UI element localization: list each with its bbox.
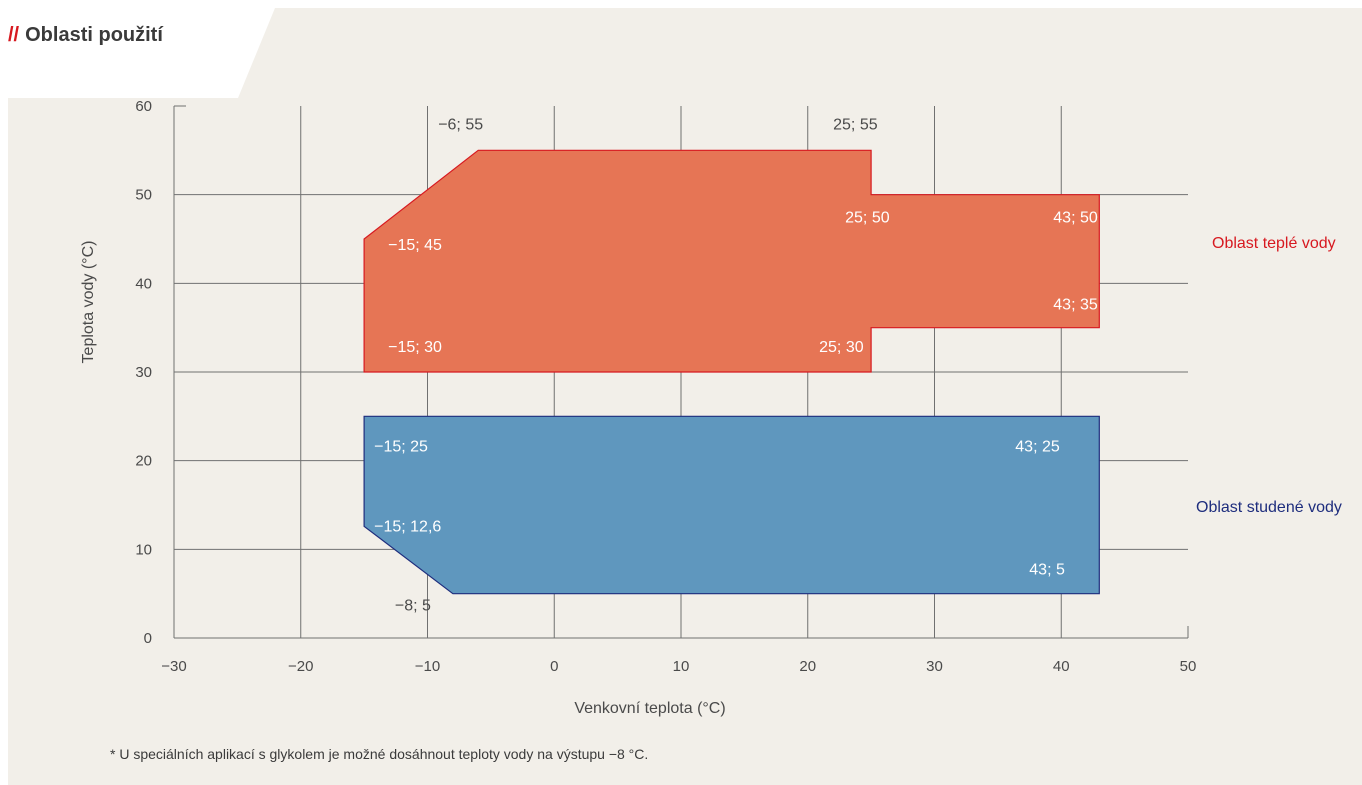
point-label: −6; 55: [438, 116, 483, 133]
point-label: 43; 25: [1015, 438, 1060, 455]
x-tick-label: 30: [926, 658, 943, 675]
section-header: //Oblasti použití: [8, 24, 163, 47]
x-tick-label: −10: [415, 658, 440, 675]
point-label: 43; 5: [1029, 562, 1065, 579]
x-tick-label: 40: [1053, 658, 1070, 675]
point-label: 43; 50: [1053, 210, 1098, 227]
x-tick-label: −20: [288, 658, 313, 675]
section-title: Oblasti použití: [25, 24, 163, 46]
cold-water-region: [363, 415, 1100, 595]
point-label: −15; 45: [388, 237, 442, 254]
point-label: 25; 50: [845, 210, 890, 227]
point-label: 43; 35: [1053, 297, 1098, 314]
series-label: Oblast teplé vody: [1212, 235, 1336, 252]
y-tick-label: 50: [135, 187, 152, 204]
x-tick-label: 50: [1180, 658, 1197, 675]
y-tick-label: 30: [135, 364, 152, 381]
point-label: −15; 30: [388, 339, 442, 356]
point-label: −8; 5: [395, 598, 431, 615]
point-label: −15; 12,6: [374, 518, 441, 535]
y-tick-label: 0: [144, 630, 152, 647]
point-label: 25; 55: [833, 116, 878, 133]
warm-water-region: [363, 149, 1100, 373]
point-label: 25; 30: [819, 339, 864, 356]
x-axis-title: Venkovní teplota (°C): [574, 700, 725, 717]
x-tick-label: 0: [550, 658, 558, 675]
header-slashes: //: [8, 24, 20, 46]
y-tick-label: 40: [135, 275, 152, 292]
point-label: −15; 25: [374, 438, 428, 455]
y-tick-label: 20: [135, 453, 152, 470]
x-tick-label: −30: [161, 658, 186, 675]
x-tick-label: 20: [799, 658, 816, 675]
x-tick-label: 10: [673, 658, 690, 675]
series-label: Oblast studené vody: [1196, 499, 1342, 516]
y-axis-title: Teplota vody (°C): [80, 241, 97, 364]
y-tick-label: 60: [135, 98, 152, 115]
footnote: * U speciálních aplikací s glykolem je m…: [110, 746, 649, 762]
y-tick-label: 10: [135, 541, 152, 558]
